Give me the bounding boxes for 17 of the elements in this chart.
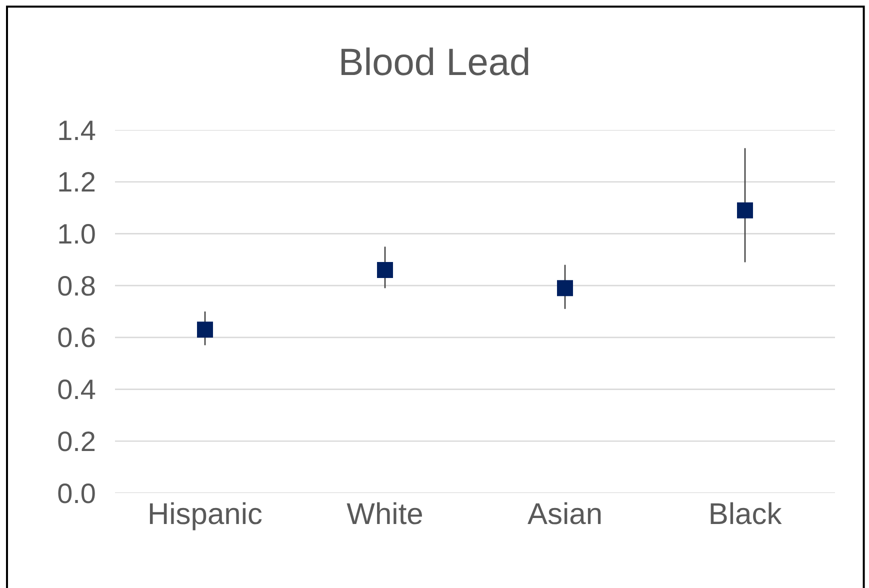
chart-title: Blood Lead	[338, 42, 531, 84]
point	[737, 202, 753, 218]
y-tick-label: 0.0	[57, 478, 96, 509]
y-tick-label: 0.6	[57, 322, 96, 354]
y-tick-label: 1.4	[57, 114, 96, 146]
point	[377, 262, 393, 278]
x-tick-label: Hispanic	[147, 498, 263, 531]
point	[557, 280, 573, 296]
y-tick-label: 1.0	[57, 218, 96, 250]
y-tick-label: 1.2	[57, 166, 96, 198]
x-tick-label: White	[346, 498, 424, 531]
y-tick-label: 0.8	[57, 270, 96, 302]
x-tick-label: Black	[708, 498, 783, 531]
y-tick-label: 0.2	[57, 426, 96, 457]
x-tick-label: Asian	[527, 498, 603, 531]
y-tick-label: 0.4	[57, 374, 96, 406]
point	[197, 322, 213, 338]
